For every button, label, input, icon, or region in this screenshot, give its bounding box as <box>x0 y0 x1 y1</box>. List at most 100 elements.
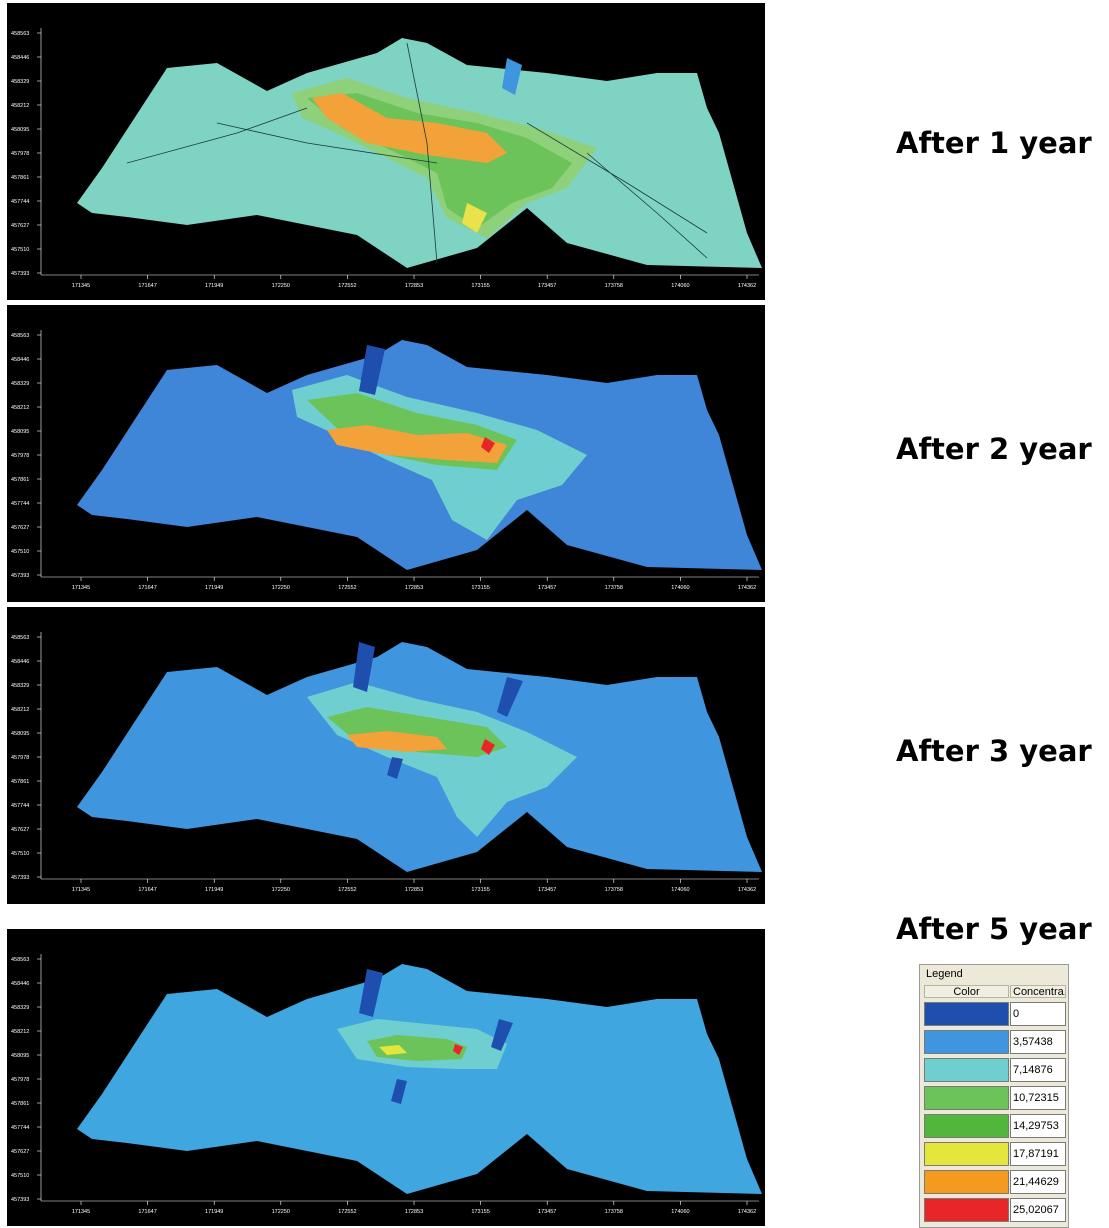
depression-1 <box>502 58 522 95</box>
x-tick-label: 171345 <box>72 585 90 591</box>
plume-hotspot <box>481 437 495 453</box>
x-tick-label: 172250 <box>272 1209 290 1215</box>
legend-panel: Legend Color Concentra... 0 3,57438 7,1487… <box>919 964 1069 1228</box>
legend-swatch <box>924 1058 1009 1082</box>
plume-core <box>347 731 447 752</box>
y-tick-label: 457861 <box>11 779 29 785</box>
y-tick-label: 457510 <box>11 549 29 555</box>
x-tick-label: 171345 <box>72 283 90 289</box>
map-panel-year-3: 458563 458446 458329 458212 458095 457978 4578… <box>7 607 765 904</box>
y-tick-label: 458563 <box>11 957 29 963</box>
x-tick-label: 173457 <box>538 283 556 289</box>
x-tick-label: 173758 <box>605 1209 623 1215</box>
legend-color-header[interactable]: Color <box>924 985 1009 998</box>
x-tick-label: 173155 <box>471 283 489 289</box>
y-tick-label: 457627 <box>11 1149 29 1155</box>
legend-value: 21,44629 <box>1010 1170 1066 1194</box>
x-tick-label: 174362 <box>738 1209 756 1215</box>
x-tick-label: 171345 <box>72 1209 90 1215</box>
plume-core <box>379 1045 407 1055</box>
x-axis: 171345 171647 171949 172250 172552 172853 1731… <box>41 878 759 893</box>
y-tick-label: 457744 <box>11 501 29 507</box>
y-tick-label: 458212 <box>11 1029 29 1035</box>
y-tick-label: 458095 <box>11 1053 29 1059</box>
legend-swatch <box>924 1002 1009 1026</box>
y-tick-label: 458329 <box>11 683 29 689</box>
caption-year-5: After 5 year <box>896 912 1092 946</box>
x-tick-label: 173457 <box>538 585 556 591</box>
legend-title: Legend <box>926 968 963 980</box>
x-tick-label: 173457 <box>538 1209 556 1215</box>
plume-hotspot <box>481 739 495 755</box>
y-tick-label: 458212 <box>11 707 29 713</box>
legend-value: 25,02067 <box>1010 1198 1066 1222</box>
legend-row: 10,72315 <box>924 1085 1066 1112</box>
y-tick-label: 458212 <box>11 103 29 109</box>
legend-concentration-header[interactable]: Concentra... <box>1010 985 1066 998</box>
legend-swatch <box>924 1030 1009 1054</box>
contour-map-year-5: 458563 458446 458329 458212 458095 457978 4578… <box>11 954 762 1215</box>
y-tick-label: 457393 <box>11 1197 29 1203</box>
y-tick-label: 457861 <box>11 1101 29 1107</box>
legend-value: 7,14876 <box>1010 1058 1066 1082</box>
x-tick-label: 174060 <box>671 585 689 591</box>
x-tick-label: 172552 <box>338 585 356 591</box>
x-tick-label: 172853 <box>405 585 423 591</box>
x-tick-label: 173758 <box>605 585 623 591</box>
y-tick-label: 457510 <box>11 247 29 253</box>
legend-value: 17,87191 <box>1010 1142 1066 1166</box>
y-tick-label: 457627 <box>11 827 29 833</box>
contour-map-year-1: 458563 458446 458329 458212 458095 457978 4578… <box>11 28 762 289</box>
x-tick-label: 172552 <box>338 1209 356 1215</box>
map-panel-year-2: 458563 458446 458329 458212 458095 457978 4578… <box>7 305 765 602</box>
x-tick-label: 172552 <box>338 887 356 893</box>
legend-swatch <box>924 1142 1009 1166</box>
legend-row: 7,14876 <box>924 1057 1066 1084</box>
y-tick-label: 458446 <box>11 55 29 61</box>
x-tick-label: 172250 <box>272 585 290 591</box>
y-axis: 458563 458446 458329 458212 458095 457978 4578… <box>11 954 42 1203</box>
domain-shape <box>77 964 762 1194</box>
x-tick-label: 174060 <box>671 283 689 289</box>
y-tick-label: 457978 <box>11 151 29 157</box>
legend-value: 3,57438 <box>1010 1030 1066 1054</box>
depression-1 <box>359 345 385 395</box>
depression-3 <box>391 1079 407 1104</box>
y-tick-label: 458563 <box>11 333 29 339</box>
plume-core <box>312 93 507 163</box>
legend-row: 0 <box>924 1001 1066 1028</box>
x-tick-label: 171647 <box>138 585 156 591</box>
x-tick-label: 172853 <box>405 887 423 893</box>
x-tick-label: 171949 <box>205 585 223 591</box>
y-tick-label: 458329 <box>11 381 29 387</box>
y-tick-label: 457627 <box>11 223 29 229</box>
y-axis: 458563 458446 458329 458212 458095 457978 4578… <box>11 330 42 579</box>
x-tick-label: 171647 <box>138 887 156 893</box>
x-tick-label: 172250 <box>272 283 290 289</box>
legend-value: 0 <box>1010 1002 1066 1026</box>
plume-hotspot <box>453 1044 463 1055</box>
contour-map-year-3: 458563 458446 458329 458212 458095 457978 4578… <box>11 632 762 893</box>
x-tick-label: 174362 <box>738 283 756 289</box>
legend-header: Color Concentra... <box>924 985 1066 998</box>
x-tick-label: 172250 <box>272 887 290 893</box>
x-tick-label: 171345 <box>72 887 90 893</box>
caption-year-2: After 2 year <box>896 432 1092 466</box>
contour-map-year-2: 458563 458446 458329 458212 458095 457978 4578… <box>11 330 762 591</box>
y-tick-label: 458446 <box>11 659 29 665</box>
x-tick-label: 171949 <box>205 1209 223 1215</box>
legend-row: 25,02067 <box>924 1197 1066 1224</box>
x-tick-label: 174060 <box>671 887 689 893</box>
y-tick-label: 458329 <box>11 79 29 85</box>
x-tick-label: 173155 <box>471 1209 489 1215</box>
x-axis: 171345 171647 171949 172250 172552 172853 1731… <box>41 576 759 591</box>
caption-year-3: After 3 year <box>896 734 1092 768</box>
y-tick-label: 458329 <box>11 1005 29 1011</box>
y-tick-label: 457861 <box>11 477 29 483</box>
y-tick-label: 457393 <box>11 573 29 579</box>
y-tick-label: 458563 <box>11 635 29 641</box>
x-tick-label: 172853 <box>405 1209 423 1215</box>
contour-lines <box>126 42 708 264</box>
y-tick-label: 458095 <box>11 429 29 435</box>
legend-swatch <box>924 1170 1009 1194</box>
